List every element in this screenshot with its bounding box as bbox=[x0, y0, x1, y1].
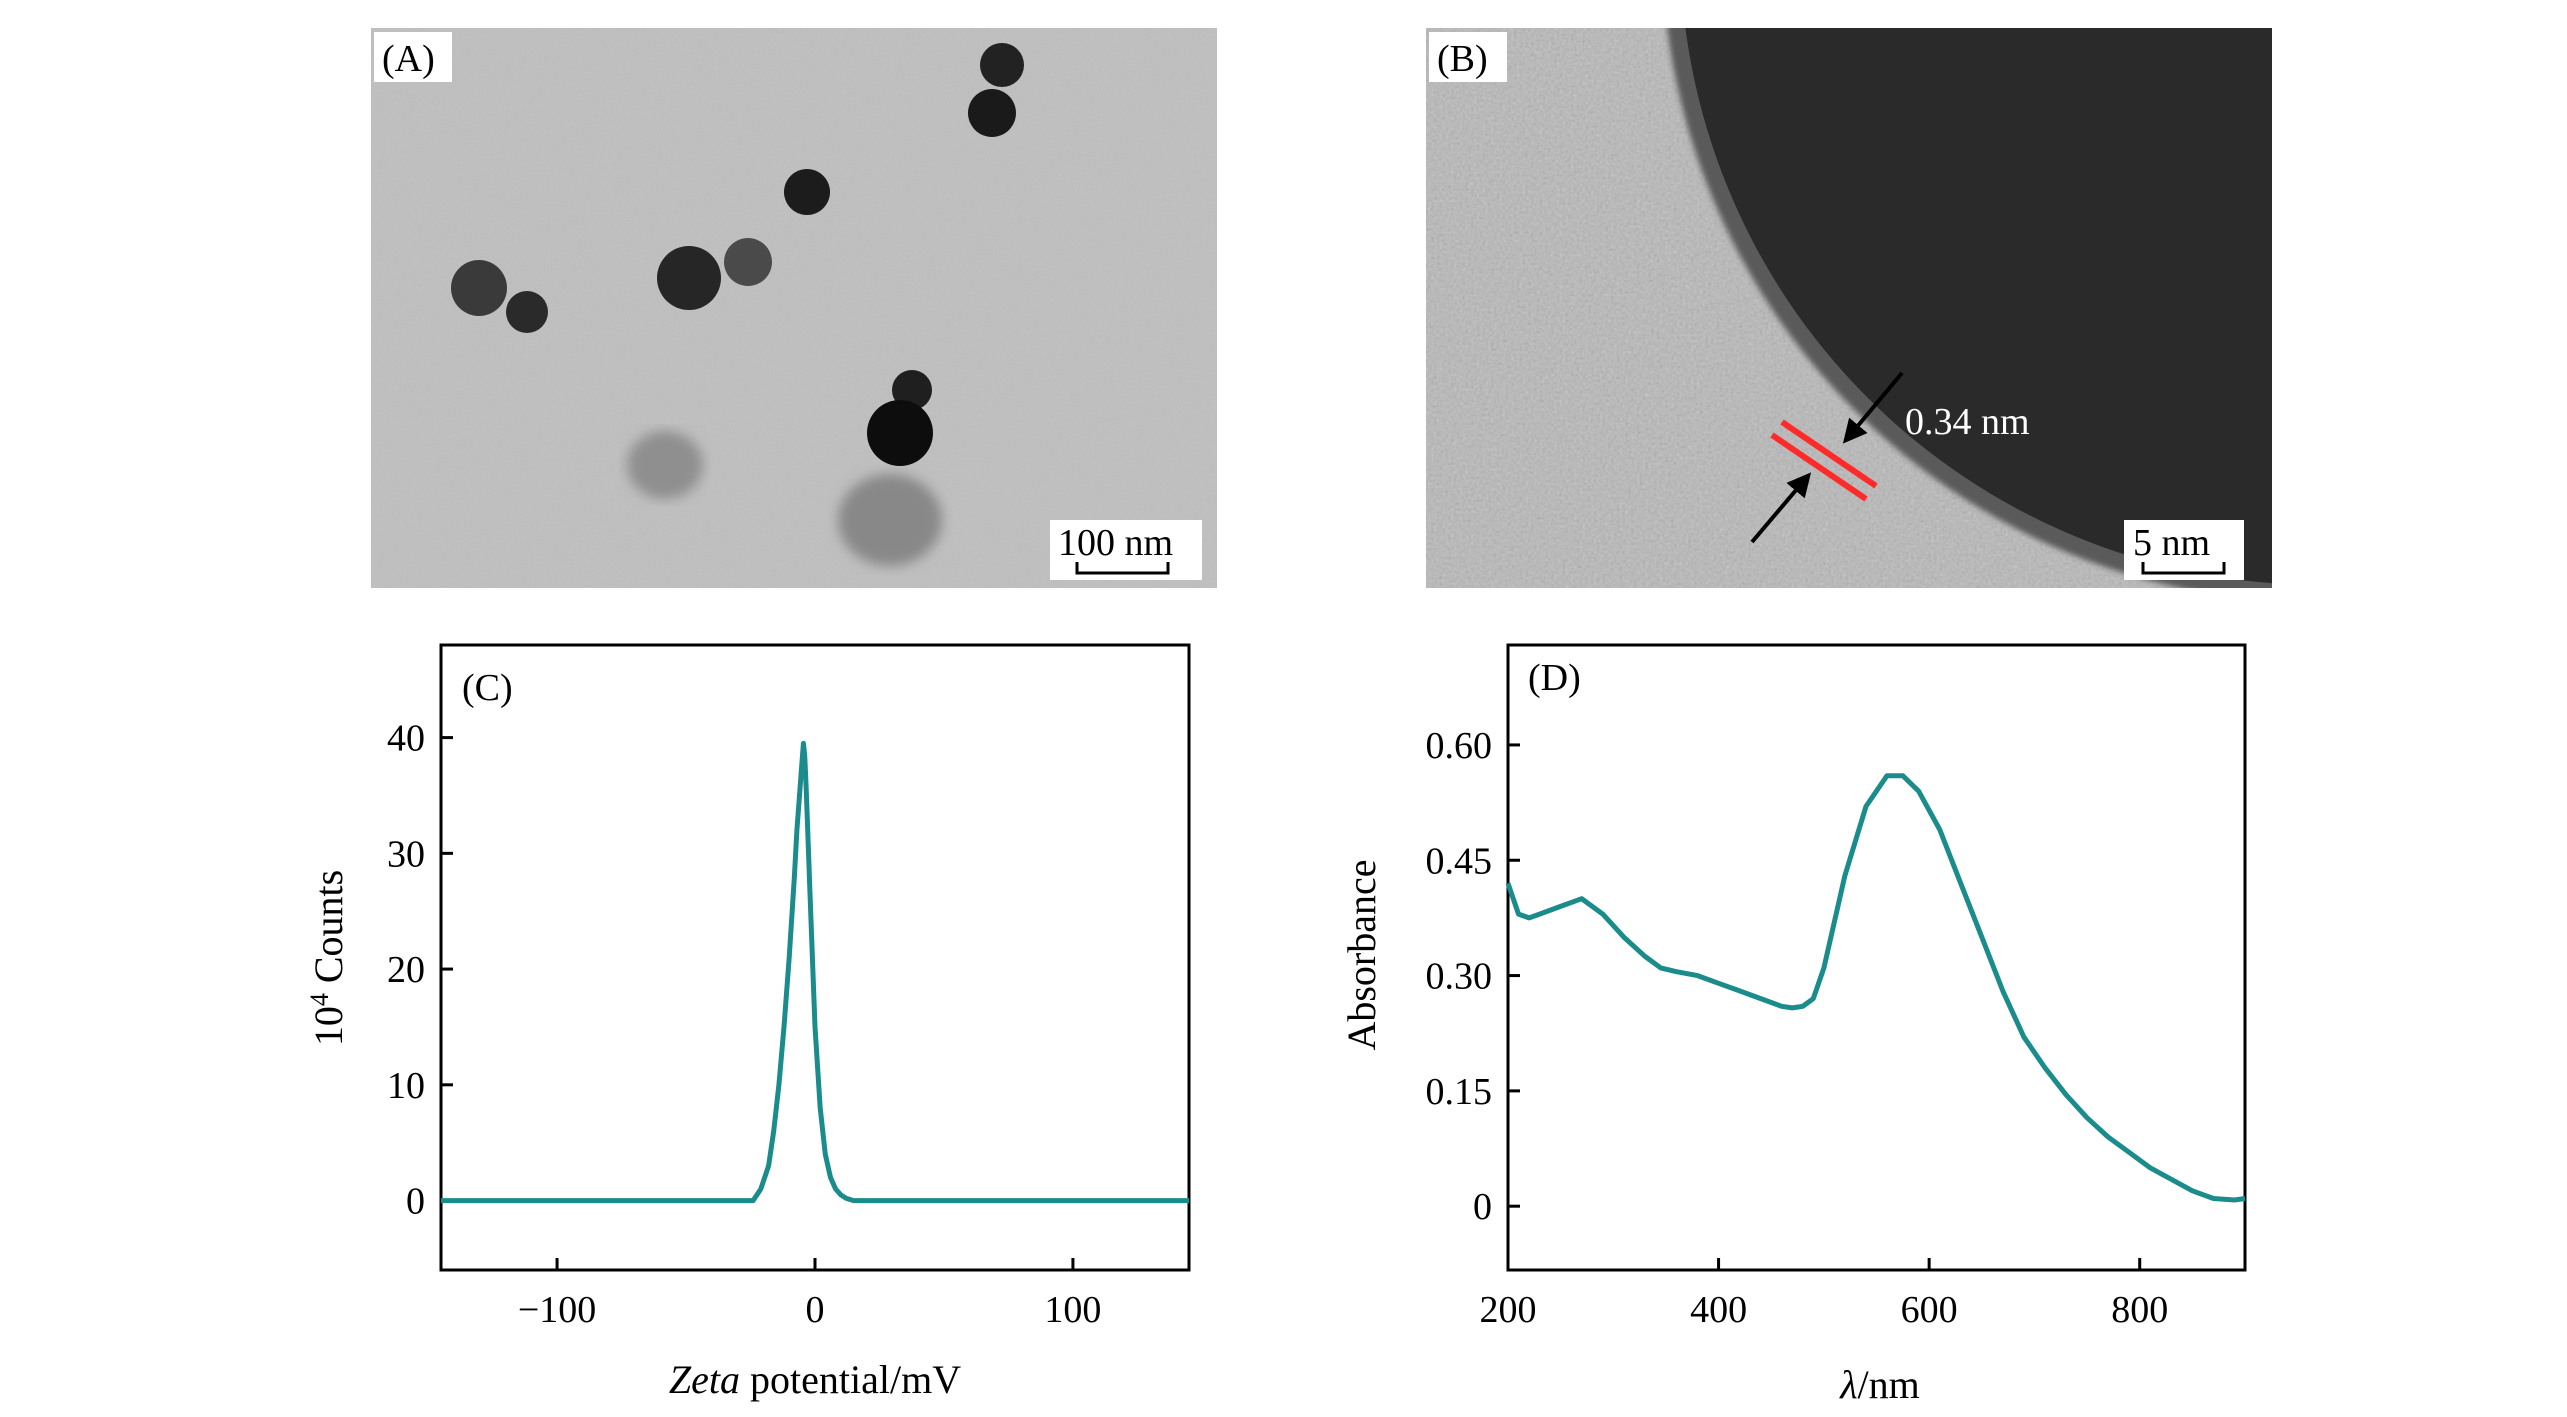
panel-a-scale-bar bbox=[1075, 562, 1170, 575]
y-tick-label: 20 bbox=[387, 949, 425, 991]
x-tick-label: 600 bbox=[1901, 1289, 1958, 1331]
chart-c-panel-label: (C) bbox=[462, 667, 513, 709]
panel-b-label: (B) bbox=[1437, 38, 1488, 80]
y-tick-label: 10 bbox=[387, 1065, 425, 1107]
y-tick-label: 0.45 bbox=[1426, 840, 1493, 882]
x-tick-label: 100 bbox=[1044, 1289, 1101, 1331]
nanoparticle bbox=[980, 43, 1024, 87]
absorbance-line bbox=[1505, 773, 2246, 1203]
zeta-distribution-line bbox=[441, 740, 1189, 1204]
chart-c-x-axis-title: Zeta potential/mV bbox=[669, 1357, 961, 1402]
lattice-arrow bbox=[1750, 472, 1812, 544]
lattice-spacing-label: 0.34 nm bbox=[1905, 401, 2030, 443]
chart-c-y-axis-title: 104 Counts bbox=[305, 870, 352, 1046]
panel-a-scale-text: 100 nm bbox=[1058, 522, 1173, 564]
chart-d-panel-label: (D) bbox=[1528, 657, 1581, 699]
y-tick-label: 0 bbox=[406, 1181, 425, 1223]
nanoparticle bbox=[657, 246, 721, 310]
x-tick-label: −100 bbox=[518, 1289, 596, 1331]
nanoparticles bbox=[451, 43, 1024, 566]
x-tick-label: 800 bbox=[2111, 1289, 2168, 1331]
y-tick-label: 40 bbox=[387, 718, 425, 760]
x-tick-label: 400 bbox=[1690, 1289, 1747, 1331]
panel-a-tem-image: (A) 100 nm bbox=[371, 28, 1217, 588]
lattice-spacing-marker bbox=[1750, 371, 1904, 544]
nanoparticle bbox=[968, 89, 1016, 137]
faint-particle bbox=[627, 431, 703, 499]
panel-a-scale-box bbox=[1050, 520, 1202, 580]
lattice-arrow bbox=[1842, 371, 1904, 444]
nanoparticle bbox=[867, 400, 933, 466]
panel-a-label-box bbox=[374, 32, 452, 82]
panel-a-label: (A) bbox=[382, 38, 435, 80]
panel-b-scale-bar bbox=[2141, 562, 2226, 575]
chart-c-frame bbox=[439, 643, 1191, 1272]
panel-b-hrtem-image: 0.34 nm (B) 5 nm bbox=[1426, 28, 2272, 588]
chart-d-ticks: 200 400 600 800 0 0.15 0.30 0.45 0.60 bbox=[1426, 725, 2169, 1331]
nanoparticle bbox=[451, 260, 507, 316]
panel-b-label-box bbox=[1429, 32, 1507, 82]
lattice-line bbox=[1770, 432, 1868, 502]
x-tick-label: 0 bbox=[806, 1289, 825, 1331]
lattice-line bbox=[1780, 419, 1878, 489]
nanoparticle bbox=[506, 291, 548, 333]
panel-b-scale-text: 5 nm bbox=[2133, 522, 2210, 564]
chart-d-y-axis-title: Absorbance bbox=[1339, 859, 1384, 1050]
chart-c-ticks: −100 0 100 0 10 20 30 40 bbox=[387, 718, 1101, 1331]
nanoparticle bbox=[724, 238, 772, 286]
y-tick-label: 0.30 bbox=[1426, 956, 1493, 998]
large-particle bbox=[1685, 28, 2272, 584]
chart-d-frame bbox=[1506, 643, 2247, 1272]
y-tick-label: 0 bbox=[1473, 1186, 1492, 1228]
faint-particle bbox=[838, 474, 942, 566]
y-tick-label: 0.60 bbox=[1426, 725, 1493, 767]
y-tick-label: 0.15 bbox=[1426, 1071, 1493, 1113]
x-tick-label: 200 bbox=[1480, 1289, 1537, 1331]
y-tick-label: 30 bbox=[387, 833, 425, 875]
absorbance-chart: (D) 200 400 600 800 0 0.15 0.30 0.45 0.60 λ/nm A… bbox=[1339, 643, 2247, 1407]
nanoparticle bbox=[892, 370, 932, 410]
chart-d-x-axis-title: λ/nm bbox=[1839, 1362, 1920, 1407]
nanoparticle bbox=[784, 169, 830, 215]
